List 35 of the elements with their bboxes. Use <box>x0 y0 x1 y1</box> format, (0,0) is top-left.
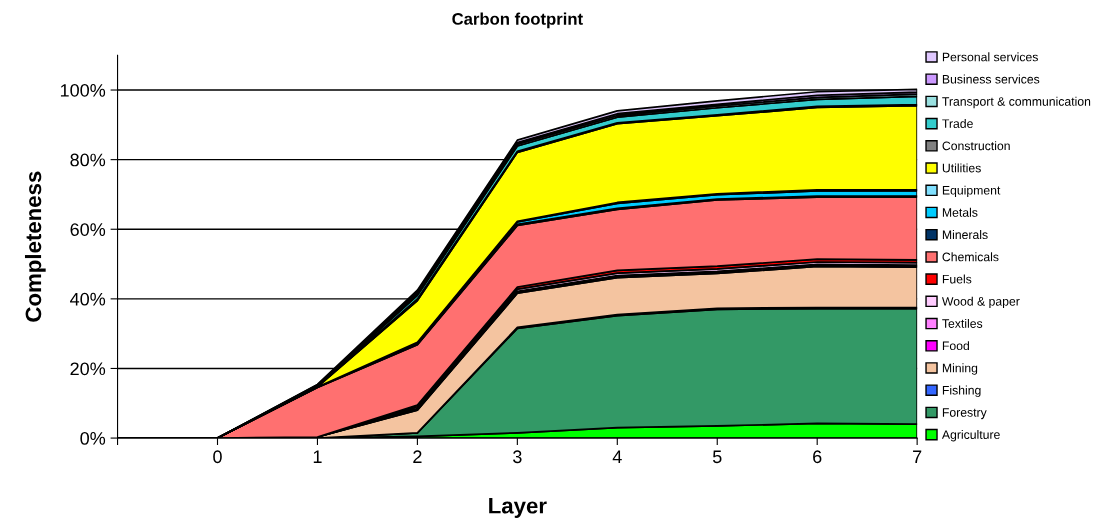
x-tick-label: 0 <box>213 450 222 464</box>
x-axis-title: Layer <box>489 498 547 518</box>
legend-label: Textiles <box>942 318 983 328</box>
legend-label: Personal services <box>942 52 1038 62</box>
legend-label: Food <box>942 341 969 351</box>
legend-label: Business services <box>942 74 1040 84</box>
y-tick-label: 60% <box>70 223 106 236</box>
legend-label: Utilities <box>942 163 981 173</box>
legend-label: Metals <box>942 207 978 217</box>
x-tick-label: 6 <box>813 450 822 464</box>
y-tick-label: 0% <box>80 432 106 445</box>
x-tick-label: 5 <box>712 450 722 464</box>
chart-title: Carbon footprint <box>452 12 583 29</box>
x-tick-label: 3 <box>513 450 522 464</box>
legend-label: Agriculture <box>941 429 1000 442</box>
legend-label: Fuels <box>942 274 972 284</box>
legend-label: Transport & communication <box>942 96 1091 109</box>
y-tick-label: 40% <box>70 292 106 306</box>
legend-label: Forestry <box>942 408 987 420</box>
y-tick-label: 80% <box>70 153 106 167</box>
y-tick-label: 100% <box>60 83 106 97</box>
y-axis-title: Completeness <box>24 171 46 322</box>
legend-label: Mining <box>942 363 978 375</box>
legend-label: Fishing <box>942 385 981 397</box>
legend-label: Wood & paper <box>941 296 1020 309</box>
y-tick-label: 20% <box>70 362 106 376</box>
x-tick-label: 4 <box>612 450 622 463</box>
legend-label: Minerals <box>942 230 988 240</box>
legend-label: Equipment <box>942 185 1001 198</box>
legend-label: Trade <box>942 118 973 128</box>
x-tick-label: 2 <box>413 450 422 463</box>
legend-label: Construction <box>942 141 1010 151</box>
x-tick-label: 1 <box>313 450 322 463</box>
legend-label: Chemicals <box>942 252 999 262</box>
x-tick-label: 7 <box>913 450 922 463</box>
